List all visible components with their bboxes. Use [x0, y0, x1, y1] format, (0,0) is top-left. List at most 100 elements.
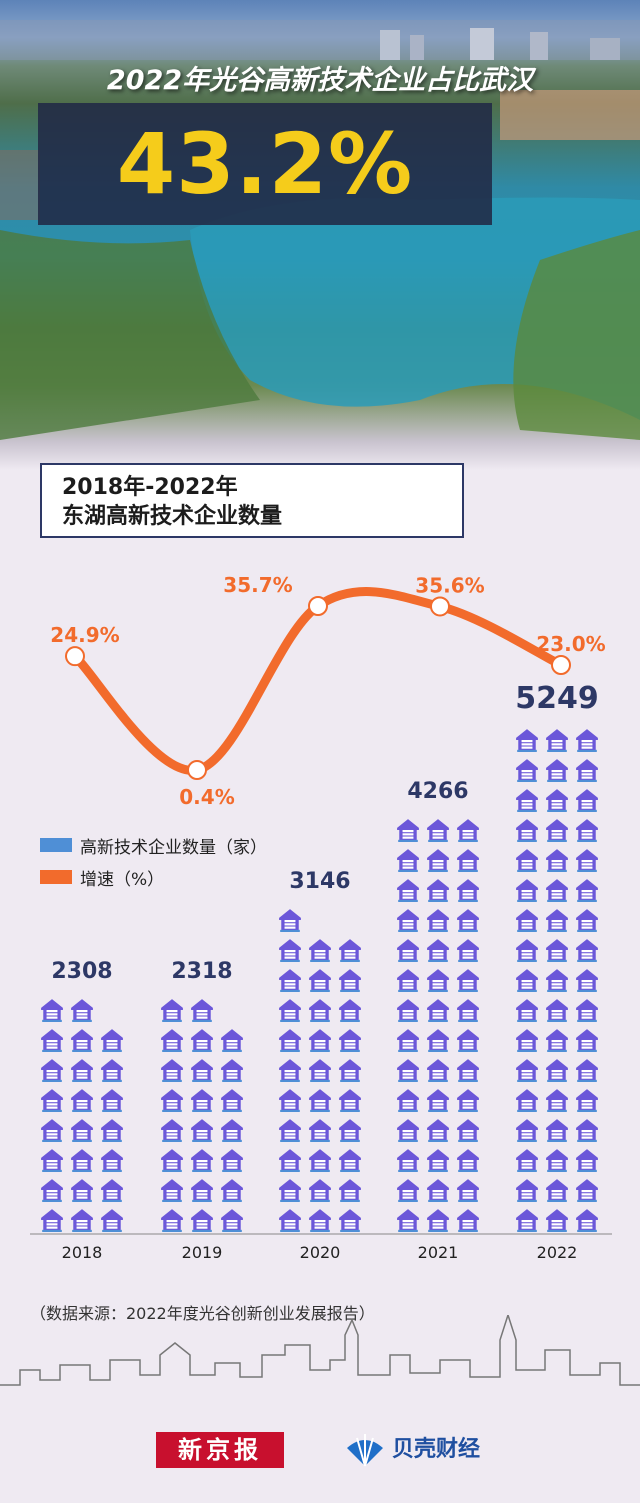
- company-icon: [101, 1209, 123, 1232]
- company-icon: [457, 849, 479, 872]
- rate-point: [308, 596, 328, 616]
- company-icon: [576, 789, 598, 812]
- company-icon: [516, 1179, 538, 1202]
- company-icon: [279, 939, 301, 962]
- company-icon: [309, 1149, 331, 1172]
- hero-highlight-box: [38, 103, 492, 225]
- hero-photo: 2022年光谷高新技术企业占比武汉 43.2%: [0, 0, 640, 470]
- growth-rate-line: [70, 587, 566, 775]
- company-icon: [221, 1029, 243, 1052]
- count-value-label: 2318: [171, 959, 232, 984]
- company-icon: [41, 1059, 63, 1082]
- company-icon: [397, 849, 419, 872]
- company-icon: [191, 1119, 213, 1142]
- company-icon: [221, 1059, 243, 1082]
- company-icon: [397, 1209, 419, 1232]
- company-icon: [279, 1149, 301, 1172]
- company-icon: [339, 1179, 361, 1202]
- company-icon: [546, 1119, 568, 1142]
- rate-point: [551, 655, 571, 676]
- company-icon: [427, 1179, 449, 1202]
- company-icon: [427, 909, 449, 932]
- company-icon: [546, 819, 568, 842]
- company-icon: [427, 1209, 449, 1232]
- company-icon: [516, 1209, 538, 1232]
- company-icon: [279, 1029, 301, 1052]
- company-icon: [71, 1089, 93, 1112]
- company-icon: [516, 999, 538, 1022]
- company-icon: [397, 1119, 419, 1142]
- company-icon: [516, 879, 538, 902]
- company-icon: [427, 819, 449, 842]
- company-icon: [576, 759, 598, 782]
- company-icon: [576, 1209, 598, 1232]
- company-icon: [576, 909, 598, 932]
- company-icon: [457, 819, 479, 842]
- company-icon: [576, 1059, 598, 1082]
- company-icon: [191, 999, 213, 1022]
- company-icon: [457, 1089, 479, 1112]
- company-icon: [309, 1059, 331, 1082]
- company-icon: [516, 819, 538, 842]
- company-icon: [191, 1089, 213, 1112]
- hero-highlight-number: 43.2%: [116, 115, 414, 213]
- company-icon: [41, 1179, 63, 1202]
- company-icon: [546, 1089, 568, 1112]
- company-icon: [427, 1119, 449, 1142]
- rate-value-label: 24.9%: [50, 623, 119, 647]
- company-icon: [576, 849, 598, 872]
- company-icon: [576, 1179, 598, 1202]
- company-icon: [279, 909, 301, 932]
- company-icon: [457, 939, 479, 962]
- company-icon: [397, 969, 419, 992]
- company-icon: [546, 729, 568, 752]
- company-icon: [457, 1209, 479, 1232]
- company-icon: [161, 1209, 183, 1232]
- company-icon: [546, 759, 568, 782]
- x-tick-label: 2021: [418, 1243, 459, 1262]
- company-icon: [516, 789, 538, 812]
- company-icon: [457, 1029, 479, 1052]
- company-icon: [71, 1059, 93, 1082]
- x-tick-label: 2018: [62, 1243, 103, 1262]
- company-icon: [161, 1089, 183, 1112]
- company-icon: [516, 729, 538, 752]
- company-icon: [339, 1209, 361, 1232]
- company-icon: [309, 1209, 331, 1232]
- company-icon: [576, 969, 598, 992]
- company-icon: [339, 1119, 361, 1142]
- company-icon: [309, 939, 331, 962]
- company-icon: [339, 1089, 361, 1112]
- company-icon: [546, 1059, 568, 1082]
- company-icon: [339, 1029, 361, 1052]
- company-icon: [397, 819, 419, 842]
- company-icon: [279, 1059, 301, 1082]
- company-icon: [397, 879, 419, 902]
- company-icon: [221, 1149, 243, 1172]
- company-icon: [309, 1029, 331, 1052]
- count-value-label: 2308: [51, 959, 112, 984]
- rate-point: [187, 760, 207, 780]
- rate-point: [65, 646, 85, 667]
- company-icon: [41, 1029, 63, 1052]
- company-icon: [279, 1179, 301, 1202]
- rate-value-label: 23.0%: [536, 632, 605, 656]
- company-icon: [457, 969, 479, 992]
- company-icon: [457, 909, 479, 932]
- legend-swatch-rate: [40, 870, 72, 884]
- company-icon: [457, 879, 479, 902]
- company-icon: [339, 999, 361, 1022]
- x-tick-label: 2019: [182, 1243, 223, 1262]
- company-icon: [576, 819, 598, 842]
- company-icon: [516, 1059, 538, 1082]
- count-value-label: 3146: [289, 869, 350, 894]
- company-icon: [161, 1059, 183, 1082]
- company-icon: [546, 849, 568, 872]
- company-icon: [576, 1089, 598, 1112]
- company-icon: [427, 999, 449, 1022]
- company-icon: [397, 1179, 419, 1202]
- company-icon: [516, 909, 538, 932]
- skyline-illustration: [0, 1315, 640, 1386]
- legend-label-rate: 增速（%）: [80, 869, 165, 890]
